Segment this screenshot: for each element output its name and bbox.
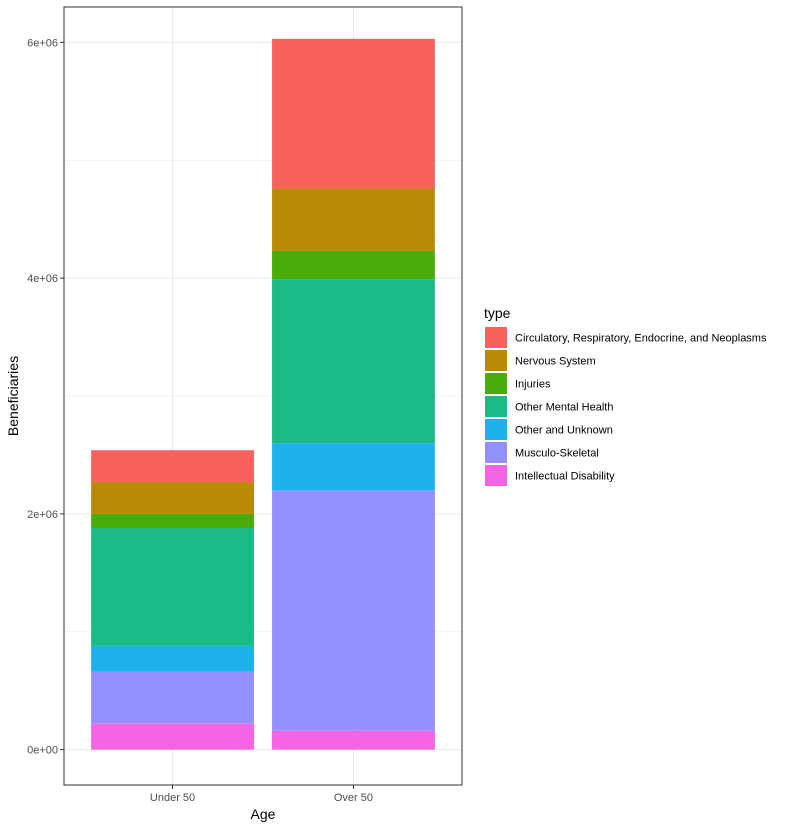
bar-segment xyxy=(272,279,435,444)
legend-swatch xyxy=(485,396,507,417)
legend-swatch xyxy=(485,350,507,371)
bar-segment xyxy=(91,482,254,514)
y-tick-label: 2e+06 xyxy=(27,509,58,521)
y-axis: 0e+00 2e+06 4e+06 6e+06 xyxy=(27,37,64,757)
bar-segment xyxy=(91,528,254,646)
bar-segment xyxy=(272,730,435,750)
legend-item: Intellectual Disability xyxy=(485,465,615,486)
legend-item: Circulatory, Respiratory, Endocrine, and… xyxy=(485,327,767,348)
legend-item: Other Mental Health xyxy=(485,396,613,417)
panel-border xyxy=(63,6,463,786)
x-tick-label: Over 50 xyxy=(334,792,373,804)
legend-item: Injuries xyxy=(485,373,551,394)
legend-label: Other Mental Health xyxy=(515,402,613,414)
y-tick-label: 4e+06 xyxy=(27,273,58,285)
legend-label: Intellectual Disability xyxy=(515,471,615,483)
legend-label: Musculo-Skeletal xyxy=(515,448,599,460)
bar-segment xyxy=(91,723,254,750)
legend-title: type xyxy=(484,305,511,321)
x-axis: Under 50 Over 50 xyxy=(150,785,373,804)
legend-swatch xyxy=(485,442,507,463)
bars xyxy=(91,38,435,750)
bar-segment xyxy=(91,513,254,529)
y-tick-label: 6e+06 xyxy=(27,37,58,49)
bar-segment xyxy=(91,645,254,672)
legend-swatch xyxy=(485,373,507,394)
bar-segment xyxy=(272,490,435,731)
legend-item: Other and Unknown xyxy=(485,419,613,440)
legend-item: Musculo-Skeletal xyxy=(485,442,599,463)
bar-segment xyxy=(272,443,435,491)
legend-swatch xyxy=(485,465,507,486)
plot-panel xyxy=(63,6,463,786)
legend-item: Nervous System xyxy=(485,350,596,371)
x-tick-label: Under 50 xyxy=(150,792,195,804)
y-axis-title: Beneficiaries xyxy=(5,356,21,436)
bar-segment xyxy=(91,671,254,724)
legend: type Circulatory, Respiratory, Endocrine… xyxy=(484,305,767,486)
bar-segment xyxy=(272,38,435,189)
legend-swatch xyxy=(485,419,507,440)
legend-label: Nervous System xyxy=(515,356,596,368)
y-tick-label: 0e+00 xyxy=(27,745,58,757)
legend-swatch xyxy=(485,327,507,348)
legend-label: Injuries xyxy=(515,379,551,391)
bar-segment xyxy=(91,450,254,483)
bar-segment xyxy=(272,251,435,280)
legend-label: Other and Unknown xyxy=(515,425,613,437)
x-axis-title: Age xyxy=(251,806,276,822)
bar-segment xyxy=(272,188,435,252)
legend-label: Circulatory, Respiratory, Endocrine, and… xyxy=(515,333,767,345)
